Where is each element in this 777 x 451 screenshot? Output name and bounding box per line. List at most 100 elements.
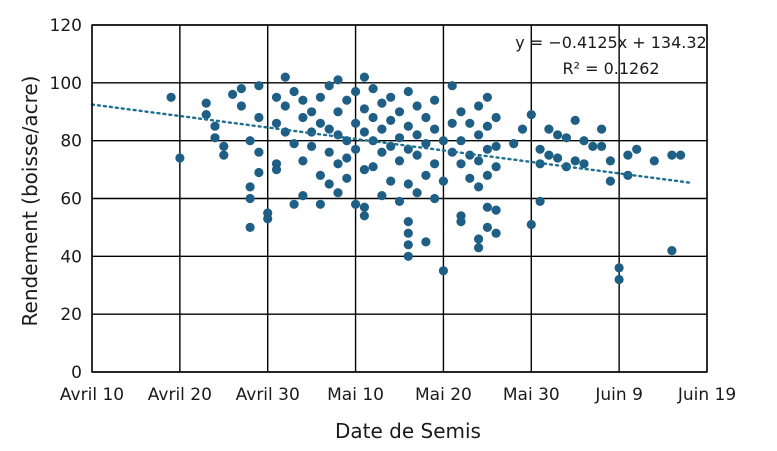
data-point [271,165,282,175]
data-point [219,150,229,160]
y-tick-label: 80 [60,132,82,152]
data-point [351,86,361,97]
data-point [219,141,229,151]
data-point [333,159,343,169]
data-point [210,133,220,143]
data-point [412,150,422,160]
data-point [561,162,572,172]
data-point [386,176,396,186]
data-point [298,95,308,105]
data-point [447,147,457,157]
data-point [359,165,369,175]
x-tick-label: Mai 10 [327,385,384,405]
x-tick-label: Avril 20 [148,385,212,405]
data-point [289,86,299,97]
data-point [605,176,616,186]
data-point [386,141,396,151]
data-point [368,112,378,123]
data-point [298,156,308,166]
data-point [271,118,282,128]
data-point [447,118,457,128]
data-point [447,81,457,91]
data-point [342,153,352,163]
data-point [570,156,580,166]
ticks-layer: 0 20 40 60 80 100 120 Avril 10 Avril 20 Avril 30 M… [50,16,737,405]
data-point [166,92,176,102]
data-point [474,101,484,111]
data-point [315,170,325,180]
data-point [377,147,387,157]
trendline [90,103,691,184]
data-point [614,263,624,273]
data-point [482,92,492,102]
data-point [315,118,325,128]
data-point [517,124,528,134]
data-point [386,92,396,102]
data-point [632,144,642,154]
x-tick-label: Avril 30 [236,385,300,405]
data-point [324,179,334,189]
data-point [315,199,325,209]
data-point [403,86,413,97]
data-point [377,98,387,108]
data-point [412,130,422,140]
data-point [421,237,431,247]
data-point [456,136,466,146]
data-point [315,92,325,102]
data-point [254,112,264,123]
r-squared-label: R² = 0.1262 [562,59,659,78]
plot-frame [91,24,708,373]
data-point [280,101,290,111]
data-point [386,115,396,125]
data-point [201,98,211,108]
data-point [307,107,317,117]
data-point [544,124,554,134]
data-point [175,153,185,163]
data-point [491,228,501,238]
data-point [456,159,466,169]
data-point [482,202,492,212]
data-point [482,170,492,180]
data-point [394,107,405,117]
data-point [324,81,334,91]
x-tick-label: Avril 10 [60,385,124,405]
x-axis-title: Date de Semis [335,419,481,443]
data-point [649,156,659,166]
data-point [333,107,343,117]
y-tick-label: 60 [60,190,82,210]
data-point [544,150,554,160]
data-point [667,150,677,160]
data-point [676,150,686,160]
data-point [588,141,598,151]
data-point [465,173,475,183]
data-point [245,193,255,204]
data-point [289,199,299,209]
data-point [324,124,334,134]
data-point [359,202,369,212]
frame-layer [91,24,708,373]
data-point [438,266,448,276]
data-point [359,211,369,221]
data-point [359,72,369,82]
data-point [430,159,440,169]
data-point [623,150,633,160]
data-point [526,219,536,230]
data-point [430,95,440,105]
data-point [342,95,352,105]
y-axis-title: Rendement (boisse/acre) [18,76,42,327]
trendline-equation: y = −0.4125x + 134.32 [515,33,706,52]
data-point [228,89,238,99]
data-point [289,139,299,149]
data-point [561,133,572,143]
data-point [403,217,413,227]
data-point [333,188,343,198]
data-point [280,72,290,82]
data-point [553,153,563,163]
data-point [403,240,413,250]
data-point [491,162,501,172]
data-point [509,139,519,149]
y-tick-label: 120 [50,16,82,36]
data-point [491,141,501,151]
